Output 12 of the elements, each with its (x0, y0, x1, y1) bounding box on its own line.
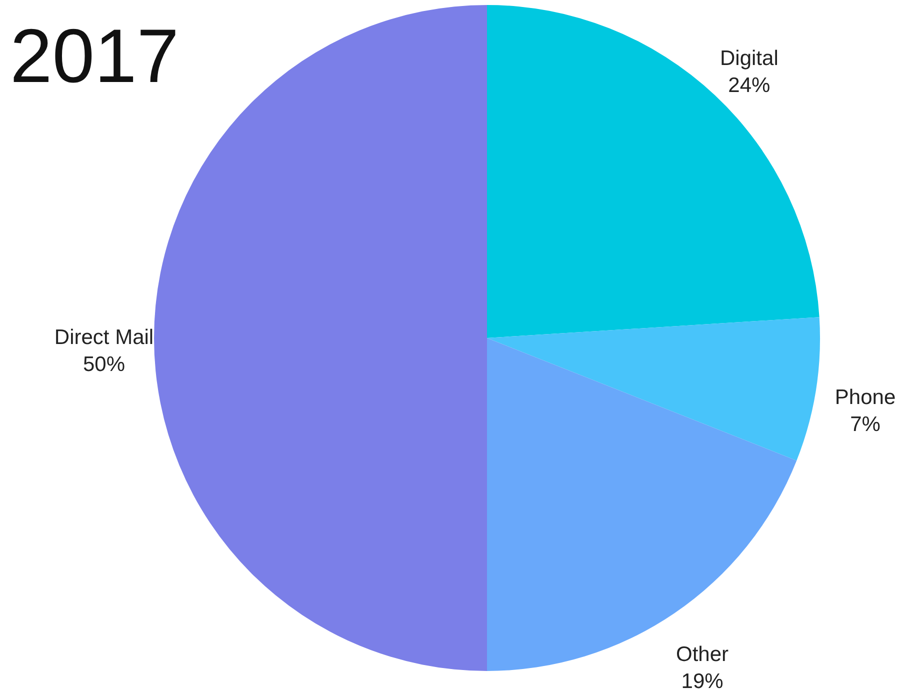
data-label: 19% (681, 670, 724, 689)
pie-slice (487, 338, 797, 671)
slice-label: Phone (834, 386, 896, 409)
data-label: 24% (728, 74, 770, 97)
pie-slice (487, 5, 820, 338)
data-label: 7% (850, 412, 880, 436)
pie-slice (487, 317, 820, 461)
data-label: 50% (82, 353, 126, 376)
chart-title: 2017 (10, 14, 180, 99)
slice-label: Direct Mail (54, 326, 154, 349)
slice-label: Digital (720, 46, 778, 70)
slice-label: Other (676, 642, 729, 666)
